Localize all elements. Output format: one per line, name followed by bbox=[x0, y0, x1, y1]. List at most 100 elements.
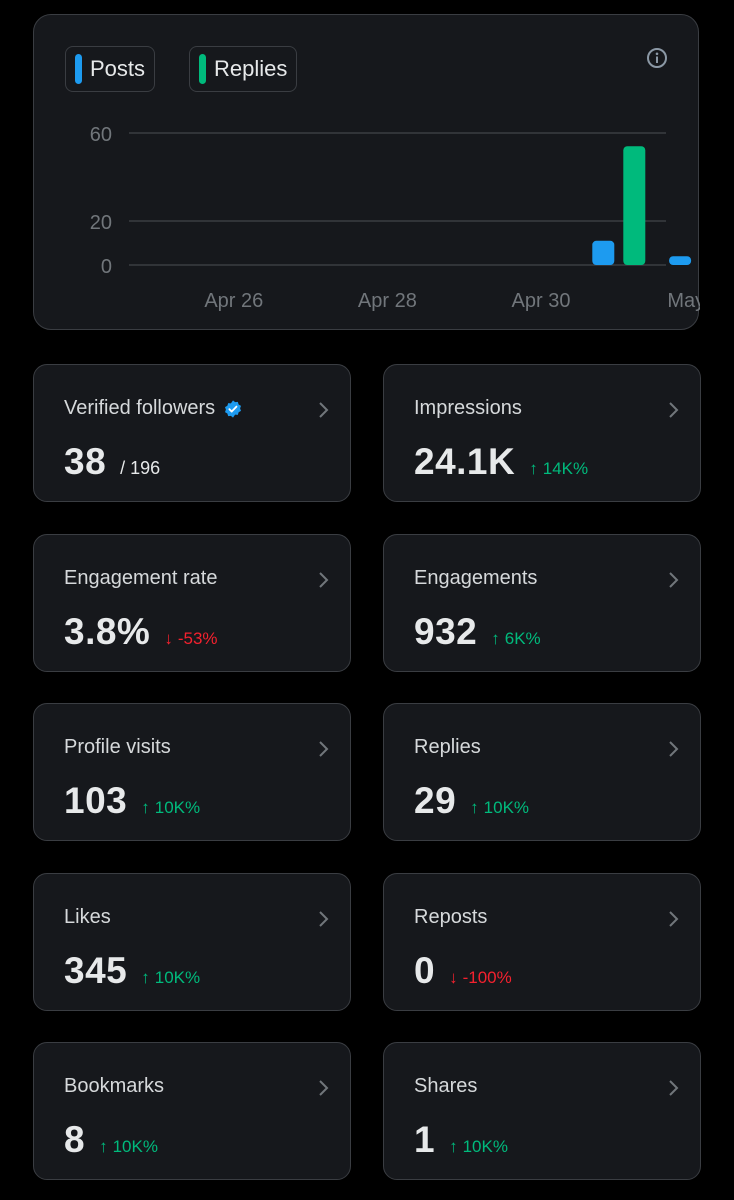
metric-value: 0 bbox=[414, 949, 436, 991]
metric-label-text: Reposts bbox=[414, 905, 488, 928]
legend-replies-label: Replies bbox=[214, 56, 288, 81]
metric-value: 29 bbox=[414, 780, 457, 821]
metric-change: ↑ 10K% bbox=[449, 1137, 508, 1157]
metric-value-row: 103 ↑ 10K% bbox=[64, 780, 200, 822]
metric-label-text: Shares bbox=[414, 1075, 478, 1097]
metric-change-value: -53% bbox=[177, 628, 218, 648]
metric-change: ↑ 10K% bbox=[99, 1137, 158, 1157]
metric-value-row: 932 ↑ 6K% bbox=[414, 611, 541, 653]
metric-change: ↑ 10K% bbox=[141, 968, 200, 988]
bar-chart: 60 20 0 Apr 26 Apr 28 Apr 30 May 2 bbox=[90, 124, 700, 312]
x-tick-label: May 2 bbox=[667, 290, 700, 312]
metric-card-bookmarks[interactable]: Bookmarks 8 ↑ 10K% bbox=[33, 1042, 351, 1180]
arrow-up-icon: ↑ bbox=[470, 798, 479, 817]
metric-card-engagement-rate[interactable]: Engagement rate 3.8% ↓ -53% bbox=[33, 533, 351, 672]
metric-card-replies[interactable]: Replies 29 ↑ 10K% bbox=[383, 703, 701, 841]
x-tick-label: Apr 30 bbox=[512, 290, 571, 312]
bar-posts-may-2[interactable] bbox=[669, 256, 692, 265]
metric-label-text: Verified followers bbox=[64, 397, 216, 419]
metric-label-text: Engagements bbox=[414, 566, 538, 589]
arrow-up-icon: ↑ bbox=[99, 1137, 108, 1156]
metric-value: 8 bbox=[64, 1119, 86, 1160]
metric-value: 1 bbox=[414, 1119, 436, 1160]
metric-card-verified-followers[interactable]: Verified followers 38 / 196 bbox=[33, 364, 351, 502]
metric-value: 3.8% bbox=[64, 610, 151, 652]
metric-label-text: Bookmarks bbox=[64, 1075, 165, 1097]
chevron-right-icon bbox=[319, 402, 329, 418]
arrow-up-icon: ↑ bbox=[491, 628, 500, 648]
metric-value-row: 0 ↓ -100% bbox=[414, 950, 512, 992]
metric-label: Likes bbox=[64, 906, 111, 929]
chevron-right-icon bbox=[319, 571, 329, 588]
metric-change: ↑ 10K% bbox=[141, 798, 200, 818]
metric-label: Verified followers bbox=[64, 397, 243, 420]
chevron-right-icon bbox=[319, 1080, 329, 1096]
x-tick-label: Apr 28 bbox=[358, 290, 417, 312]
metric-label-text: Profile visits bbox=[64, 736, 171, 758]
arrow-down-icon: ↓ bbox=[449, 967, 458, 987]
metric-card-engagements[interactable]: Engagements 932 ↑ 6K% bbox=[383, 533, 701, 672]
arrow-up-icon: ↑ bbox=[529, 459, 538, 478]
metric-value-row: 3.8% ↓ -53% bbox=[64, 611, 218, 653]
legend-posts-label: Posts bbox=[90, 56, 146, 81]
metric-label-text: Likes bbox=[64, 905, 111, 928]
metric-value: 345 bbox=[64, 949, 128, 991]
metric-change-value: -100% bbox=[462, 967, 512, 987]
metric-change: ↑ 10K% bbox=[470, 798, 529, 818]
chevron-right-icon bbox=[669, 571, 679, 588]
chevron-right-icon bbox=[319, 910, 329, 927]
metric-value-row: 38 / 196 bbox=[64, 441, 160, 483]
metric-change: ↓ -100% bbox=[449, 968, 512, 988]
metric-change-value: 10K% bbox=[462, 1137, 508, 1156]
bar-replies-may-1[interactable] bbox=[623, 146, 646, 265]
metric-label: Engagements bbox=[414, 567, 537, 590]
legend-posts-button[interactable]: Posts bbox=[65, 46, 156, 92]
metric-label-text: Impressions bbox=[414, 397, 522, 419]
arrow-down-icon: ↓ bbox=[164, 628, 173, 648]
chevron-right-icon bbox=[669, 402, 679, 418]
metric-value: 38 bbox=[64, 441, 107, 482]
metric-value-row: 8 ↑ 10K% bbox=[64, 1119, 158, 1161]
metric-change-value: 10K% bbox=[154, 798, 201, 817]
chevron-right-icon bbox=[669, 1080, 679, 1096]
metric-change-value: 14K% bbox=[542, 459, 589, 478]
metric-label: Engagement rate bbox=[64, 567, 217, 590]
metric-label-text: Replies bbox=[414, 736, 481, 758]
metric-change: ↑ 14K% bbox=[529, 459, 588, 479]
metric-card-reposts[interactable]: Reposts 0 ↓ -100% bbox=[383, 872, 701, 1011]
metric-value-row: 24.1K ↑ 14K% bbox=[414, 441, 588, 483]
metric-label-text: Engagement rate bbox=[64, 566, 218, 589]
y-tick-label: 0 bbox=[101, 256, 112, 278]
info-icon[interactable] bbox=[646, 47, 668, 69]
metric-card-profile-visits[interactable]: Profile visits 103 ↑ 10K% bbox=[33, 703, 351, 841]
arrow-up-icon: ↑ bbox=[141, 967, 150, 987]
metric-card-impressions[interactable]: Impressions 24.1K ↑ 14K% bbox=[383, 364, 701, 502]
metric-value: 103 bbox=[64, 780, 128, 821]
metric-label: Bookmarks bbox=[64, 1075, 164, 1098]
metric-label: Impressions bbox=[414, 397, 522, 420]
arrow-up-icon: ↑ bbox=[449, 1137, 458, 1156]
metric-label: Replies bbox=[414, 736, 481, 759]
metric-total: / 196 bbox=[120, 458, 161, 478]
metric-change-value: 6K% bbox=[504, 628, 541, 648]
bar-posts-may-1[interactable] bbox=[592, 240, 615, 265]
x-tick-label: Apr 26 bbox=[204, 290, 263, 312]
legend-replies-button[interactable]: Replies bbox=[189, 46, 298, 92]
arrow-up-icon: ↑ bbox=[141, 798, 150, 817]
metric-value-row: 1 ↑ 10K% bbox=[414, 1119, 508, 1161]
metric-label: Shares bbox=[414, 1075, 477, 1098]
chevron-right-icon bbox=[319, 741, 329, 757]
metric-card-shares[interactable]: Shares 1 ↑ 10K% bbox=[383, 1042, 701, 1180]
replies-swatch bbox=[199, 54, 206, 84]
metric-change: ↑ 6K% bbox=[491, 629, 540, 649]
metric-change-value: 10K% bbox=[483, 798, 530, 817]
metric-value-row: 29 ↑ 10K% bbox=[414, 780, 529, 822]
metric-value: 932 bbox=[414, 610, 478, 652]
metric-card-likes[interactable]: Likes 345 ↑ 10K% bbox=[33, 872, 351, 1011]
metric-label: Profile visits bbox=[64, 736, 171, 759]
metric-change-value: 10K% bbox=[154, 967, 201, 987]
metric-change-value: 10K% bbox=[112, 1137, 158, 1156]
y-tick-label: 20 bbox=[90, 212, 112, 234]
metric-label: Reposts bbox=[414, 906, 487, 929]
metric-value-row: 345 ↑ 10K% bbox=[64, 950, 200, 992]
